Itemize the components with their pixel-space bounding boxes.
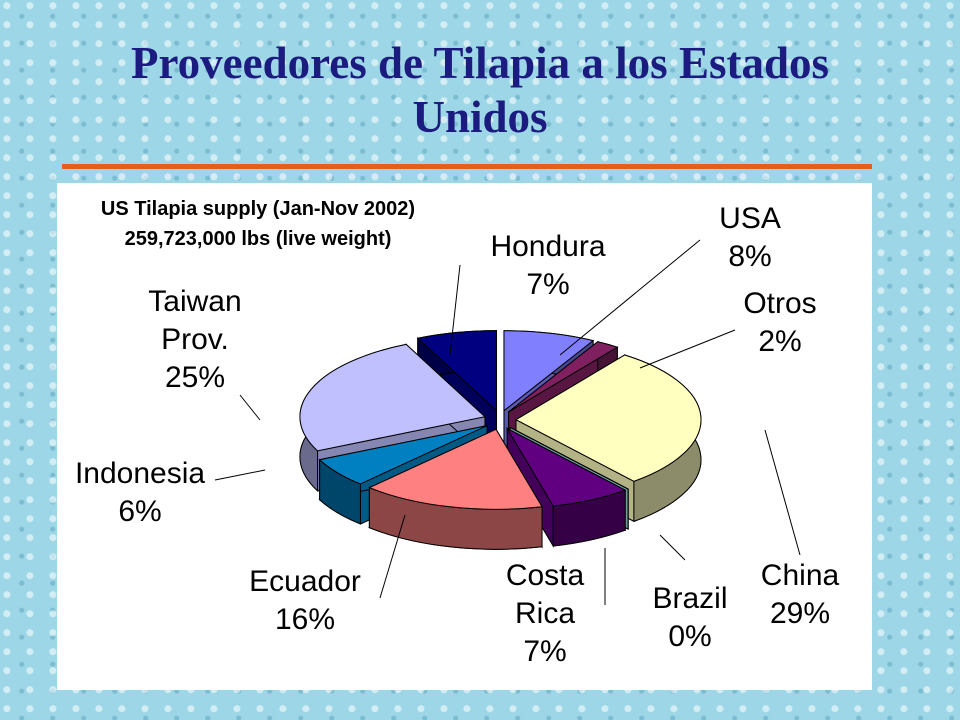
category-label: USA	[719, 202, 781, 235]
title-rule	[62, 164, 872, 169]
slice-label: Hondura 7%	[490, 228, 605, 304]
value-label: 25%	[164, 361, 226, 394]
value-label: 6%	[118, 495, 162, 528]
value-label: 0%	[668, 620, 712, 653]
category-label: Taiwan Prov.	[148, 285, 242, 356]
leader-line	[214, 469, 266, 481]
pie-slice	[368, 428, 543, 510]
category-label: Indonesia	[74, 457, 206, 490]
category-label: Costa Rica	[505, 559, 585, 630]
leader-line	[559, 239, 701, 356]
value-label: 7%	[523, 635, 567, 668]
leader-line	[449, 264, 461, 356]
value-label: 2%	[758, 325, 802, 358]
value-label: 7%	[526, 268, 570, 301]
value-label: 29%	[769, 597, 831, 630]
pie-slice	[509, 426, 629, 490]
category-label: China	[760, 559, 840, 592]
leader-line	[639, 329, 736, 369]
slice-label: Taiwan Prov. 25%	[130, 283, 260, 397]
pie-slice	[514, 354, 702, 482]
pie-slice	[416, 330, 498, 412]
slice-label: USA 8%	[719, 200, 781, 276]
category-label: Hondura	[490, 230, 606, 263]
pie-slice	[318, 425, 488, 485]
pie-slice	[508, 341, 619, 413]
slice-label: Ecuador 16%	[249, 563, 361, 639]
slice-label: Indonesia 6%	[75, 455, 205, 531]
chart-title: US Tilapia supply (Jan-Nov 2002)	[101, 198, 415, 220]
value-label: 8%	[728, 240, 772, 273]
leader-line	[764, 429, 801, 556]
slice-label: China 29%	[761, 557, 839, 633]
slice-label: Costa Rica 7%	[480, 557, 610, 671]
slice-label: Otros 2%	[743, 285, 816, 361]
pie-slice	[503, 330, 595, 412]
pie-slice	[299, 343, 487, 452]
category-label: Otros	[743, 287, 817, 320]
leader-line	[239, 394, 261, 421]
leader-line	[659, 534, 686, 561]
slice-label: Brazil 0%	[652, 580, 727, 656]
category-label: Brazil	[652, 582, 728, 615]
chart-subtitle: 259,723,000 lbs (live weight)	[125, 228, 392, 250]
category-label: Ecuador	[249, 565, 361, 598]
leader-line	[379, 514, 406, 599]
slide-title: Proveedores de Tilapia a los Estados Uni…	[130, 38, 829, 142]
value-label: 16%	[274, 603, 336, 636]
pie-slice	[505, 427, 627, 507]
